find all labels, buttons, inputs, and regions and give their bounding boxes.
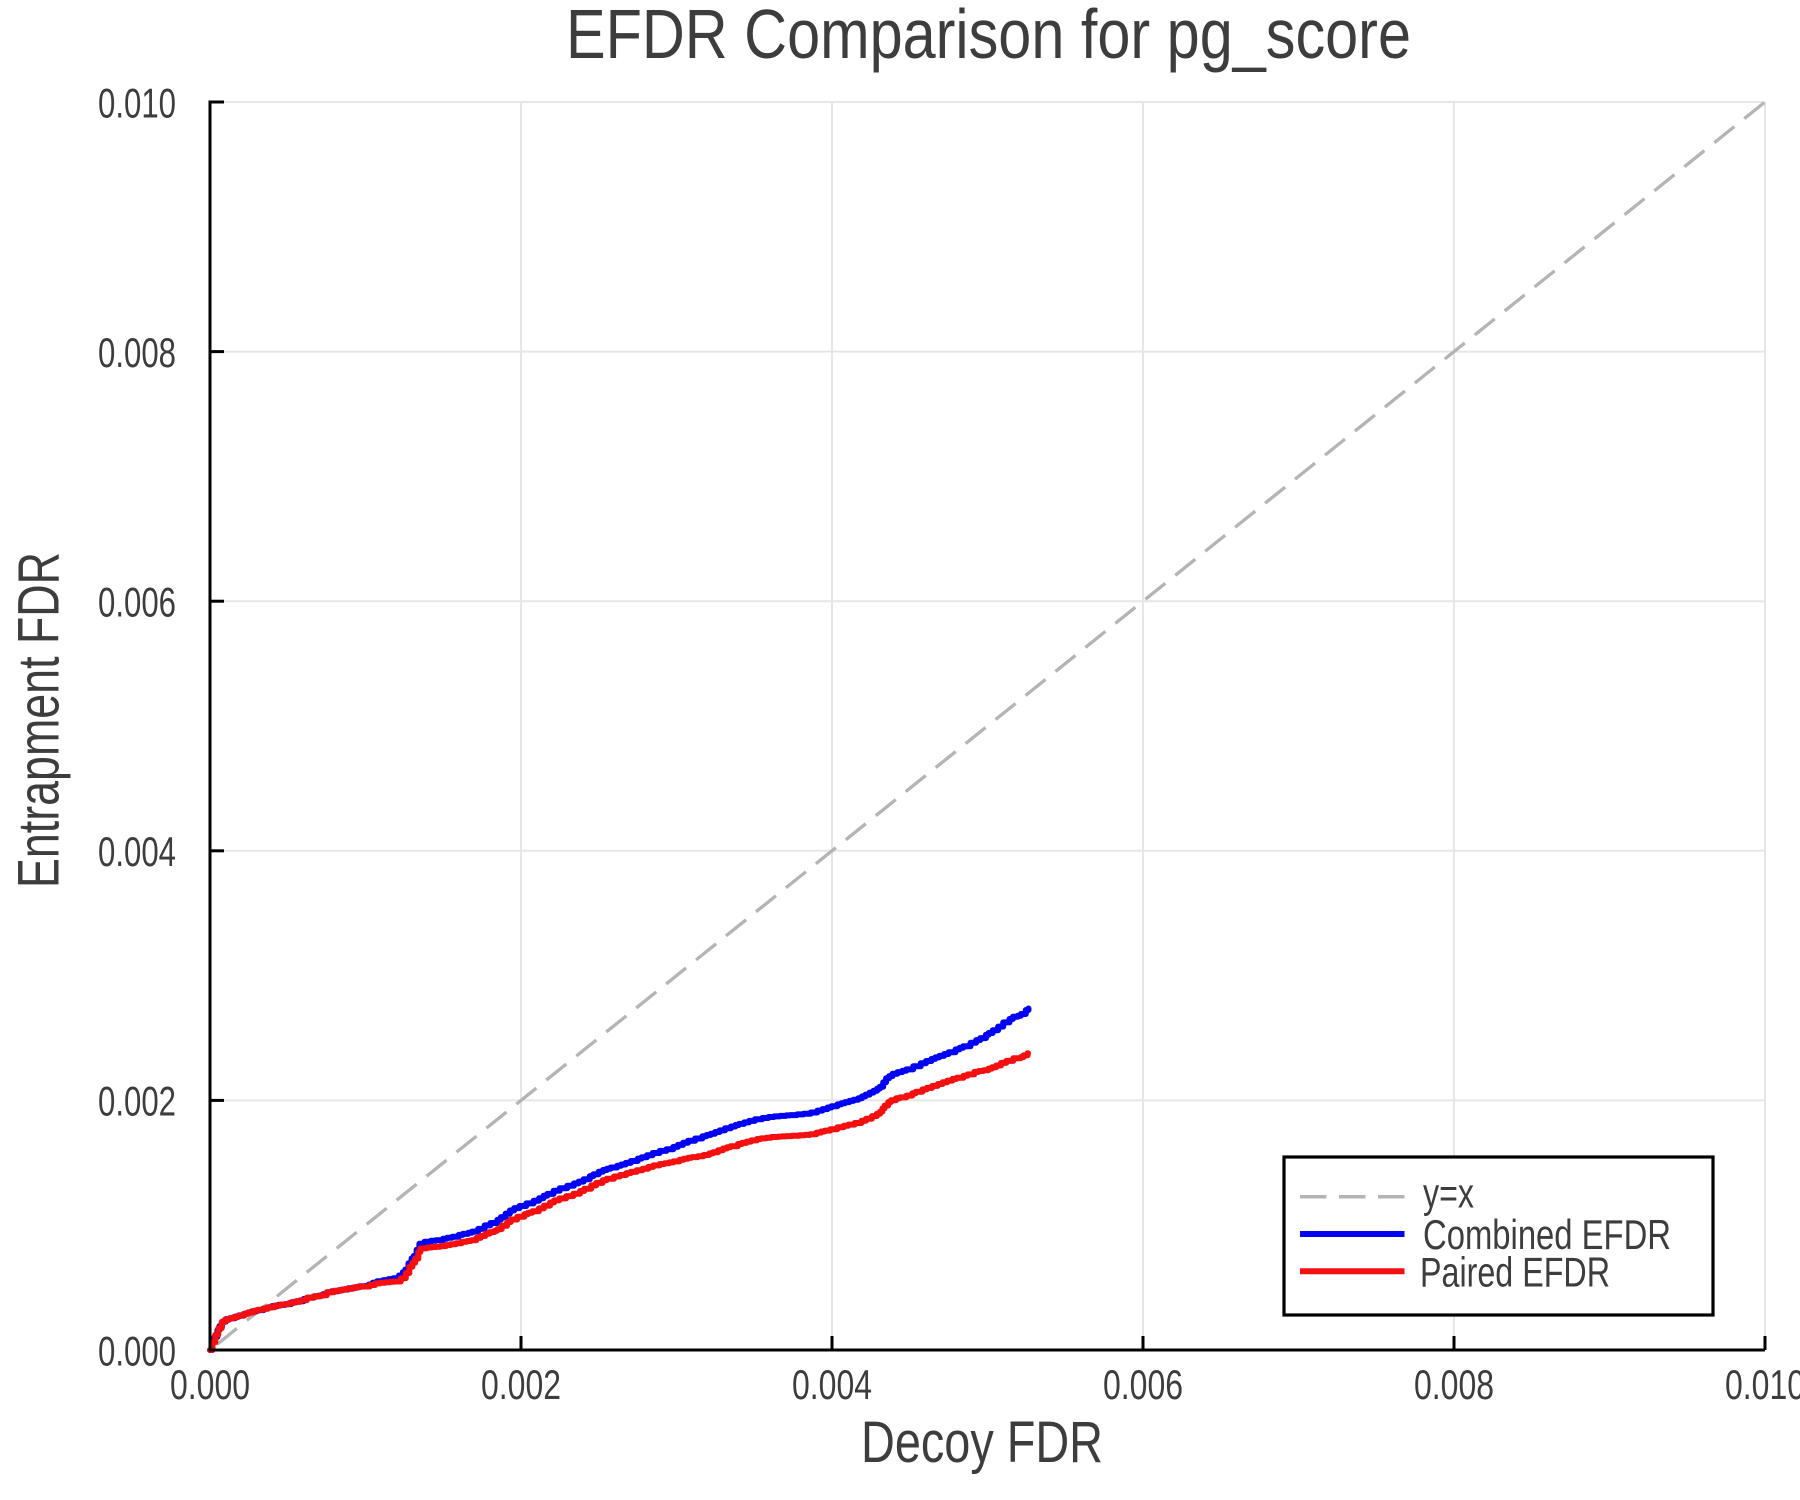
- svg-text:y=x: y=x: [1423, 1170, 1474, 1217]
- svg-text:0.002: 0.002: [481, 1361, 561, 1408]
- svg-text:0.008: 0.008: [98, 329, 176, 376]
- svg-text:0.006: 0.006: [98, 579, 176, 626]
- svg-text:0.004: 0.004: [98, 828, 176, 875]
- svg-text:0.002: 0.002: [98, 1078, 176, 1125]
- svg-text:0.004: 0.004: [792, 1361, 872, 1408]
- svg-text:0.010: 0.010: [98, 79, 176, 126]
- svg-text:0.000: 0.000: [98, 1327, 176, 1374]
- svg-text:0.008: 0.008: [1414, 1361, 1494, 1408]
- svg-text:Entrapment FDR: Entrapment FDR: [6, 552, 71, 888]
- svg-text:Combined EFDR: Combined EFDR: [1423, 1211, 1671, 1258]
- svg-text:0.006: 0.006: [1103, 1361, 1183, 1408]
- svg-text:Decoy FDR: Decoy FDR: [861, 1410, 1103, 1475]
- svg-text:Paired EFDR: Paired EFDR: [1420, 1248, 1610, 1295]
- svg-text:0.000: 0.000: [170, 1361, 250, 1408]
- svg-text:0.010: 0.010: [1725, 1361, 1800, 1408]
- svg-text:EFDR Comparison for pg_score: EFDR Comparison for pg_score: [566, 0, 1411, 73]
